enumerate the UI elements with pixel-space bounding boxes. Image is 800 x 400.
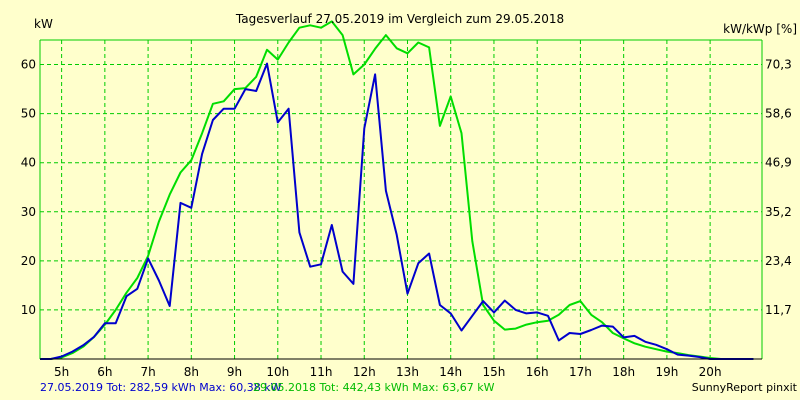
x-tick-label: 10h [266, 365, 289, 379]
y-tick-label-right: 35,2 [765, 205, 792, 219]
y-tick-label-left: 30 [21, 205, 36, 219]
y-tick-label-left: 40 [21, 156, 36, 170]
y-tick-label-left: 20 [21, 254, 36, 268]
y-axis-right-label: kW/kWp [%] [723, 22, 797, 36]
x-tick-label: 13h [396, 365, 419, 379]
x-tick-label: 6h [97, 365, 112, 379]
x-tick-label: 12h [353, 365, 376, 379]
x-tick-label: 7h [140, 365, 155, 379]
series-line-2019 [40, 62, 754, 360]
x-tick-label: 8h [184, 365, 199, 379]
y-tick-label-right: 70,3 [765, 58, 792, 72]
chart-labels: Tagesverlauf 27.05.2019 im Vergleich zum… [21, 12, 797, 379]
series-line-2018 [40, 20, 754, 360]
y-axis-left-label: kW [34, 17, 53, 31]
x-tick-label: 16h [526, 365, 549, 379]
x-tick-label: 19h [655, 365, 678, 379]
footer-summary-2018: 29.05.2018 Tot: 442,43 kWh Max: 63,67 kW [253, 381, 495, 394]
y-tick-label-right: 11,7 [765, 303, 792, 317]
x-tick-label: 14h [439, 365, 462, 379]
footer: 27.05.2019 Tot: 282,59 kWh Max: 60,38 kW… [40, 381, 798, 394]
footer-summary-2019: 27.05.2019 Tot: 282,59 kWh Max: 60,38 kW [40, 381, 282, 394]
footer-credit: SunnyReport pinxit [692, 381, 798, 394]
y-tick-label-right: 46,9 [765, 156, 792, 170]
y-tick-label-right: 58,6 [765, 107, 792, 121]
x-tick-label: 9h [227, 365, 242, 379]
y-tick-label-right: 23,4 [765, 254, 792, 268]
chart-title: Tagesverlauf 27.05.2019 im Vergleich zum… [235, 12, 564, 26]
y-tick-label-left: 10 [21, 303, 36, 317]
x-tick-label: 15h [483, 365, 506, 379]
x-tick-label: 18h [612, 365, 635, 379]
grid [40, 40, 762, 359]
x-tick-label: 5h [54, 365, 69, 379]
series-lines [40, 20, 754, 360]
x-tick-label: 20h [699, 365, 722, 379]
x-tick-label: 11h [310, 365, 333, 379]
x-tick-label: 17h [569, 365, 592, 379]
axes [39, 39, 763, 360]
y-tick-label-left: 60 [21, 58, 36, 72]
y-tick-label-left: 50 [21, 107, 36, 121]
